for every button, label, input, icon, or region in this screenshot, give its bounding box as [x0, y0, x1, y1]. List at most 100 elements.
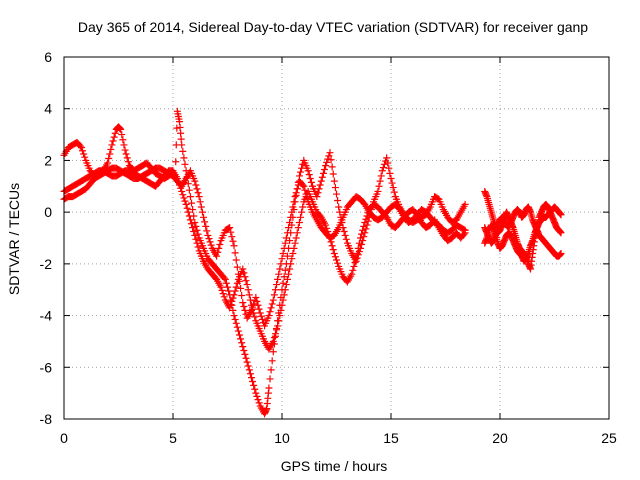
- data-point: [557, 211, 565, 219]
- data-point: [217, 283, 225, 291]
- data-point: [215, 244, 223, 252]
- data-point: [224, 283, 231, 291]
- data-point: [230, 312, 238, 320]
- data-point: [105, 154, 113, 162]
- data-point: [182, 200, 190, 208]
- data-point: [192, 181, 200, 189]
- data-point: [388, 179, 396, 187]
- data-point: [180, 154, 188, 162]
- data-point: [316, 181, 324, 189]
- data-point: [194, 230, 202, 238]
- data-point: [247, 374, 255, 382]
- data-point: [247, 306, 255, 314]
- data-point: [325, 152, 333, 160]
- data-point: [292, 189, 300, 197]
- data-point: [283, 252, 291, 260]
- data-point: [360, 222, 368, 230]
- data-point: [250, 381, 258, 389]
- data-point: [234, 327, 242, 335]
- data-point: [230, 242, 238, 250]
- data-point: [267, 366, 275, 374]
- x-tick-label: 25: [601, 430, 617, 446]
- data-point: [200, 213, 208, 221]
- data-point: [293, 185, 301, 193]
- data-point: [77, 144, 85, 151]
- data-point: [232, 283, 240, 291]
- data-point: [221, 275, 229, 283]
- data-point: [193, 226, 201, 234]
- data-point: [219, 290, 227, 298]
- y-tick-label: -2: [40, 256, 53, 272]
- data-point: [331, 184, 339, 192]
- y-axis-title: SDTVAR / TECUs: [6, 183, 22, 295]
- data-point: [216, 240, 224, 248]
- data-point: [276, 265, 284, 273]
- series-track-e: [481, 203, 565, 260]
- data-point: [231, 315, 239, 323]
- data-point: [213, 252, 221, 260]
- data-point: [286, 218, 294, 226]
- data-point: [314, 189, 322, 197]
- data-point: [179, 191, 187, 199]
- data-point: [358, 230, 366, 238]
- data-point: [195, 193, 203, 201]
- data-point: [202, 222, 210, 230]
- data-point: [330, 177, 338, 185]
- data-point: [281, 286, 289, 294]
- data-point: [318, 173, 326, 181]
- data-point: [282, 234, 290, 242]
- data-point: [117, 125, 125, 133]
- data-point: [359, 226, 367, 234]
- data-point: [280, 244, 288, 252]
- data-point: [306, 175, 314, 183]
- data-point: [254, 301, 262, 309]
- data-point: [268, 300, 276, 308]
- data-point: [288, 208, 296, 216]
- data-point: [287, 260, 295, 268]
- data-point: [190, 228, 198, 236]
- data-point: [315, 185, 323, 193]
- data-point: [122, 150, 130, 158]
- data-point: [277, 260, 285, 268]
- data-point: [342, 235, 350, 243]
- data-point: [268, 357, 276, 365]
- data-point: [193, 239, 201, 247]
- data-point: [290, 244, 298, 252]
- data-point: [293, 229, 301, 237]
- data-point: [231, 249, 239, 257]
- data-point: [240, 269, 248, 277]
- data-point: [231, 287, 239, 295]
- data-point: [266, 308, 274, 316]
- data-point: [255, 305, 263, 313]
- data-point: [294, 224, 302, 232]
- data-point: [460, 226, 468, 234]
- data-point: [290, 198, 298, 206]
- data-point: [194, 189, 202, 197]
- data-point: [307, 178, 315, 186]
- data-point: [340, 228, 348, 236]
- data-point: [557, 250, 565, 258]
- data-point: [188, 220, 196, 228]
- data-point: [233, 263, 241, 271]
- data-point: [110, 133, 118, 141]
- data-point: [341, 231, 349, 239]
- data-point: [321, 165, 329, 173]
- data-point: [185, 212, 193, 220]
- data-point: [295, 218, 303, 226]
- data-point: [123, 154, 131, 162]
- data-point: [302, 190, 310, 198]
- data-point: [183, 204, 191, 212]
- data-point: [355, 239, 363, 247]
- data-point: [191, 218, 199, 226]
- x-tick-label: 20: [492, 430, 508, 446]
- data-point: [323, 158, 331, 166]
- y-tick-label: -6: [40, 359, 53, 375]
- data-point: [288, 255, 296, 263]
- data-point: [111, 129, 119, 137]
- data-point: [274, 322, 282, 330]
- data-point: [324, 155, 332, 163]
- data-point: [240, 346, 248, 354]
- data-point: [384, 159, 392, 167]
- data-point: [289, 250, 297, 258]
- data-point: [303, 194, 311, 202]
